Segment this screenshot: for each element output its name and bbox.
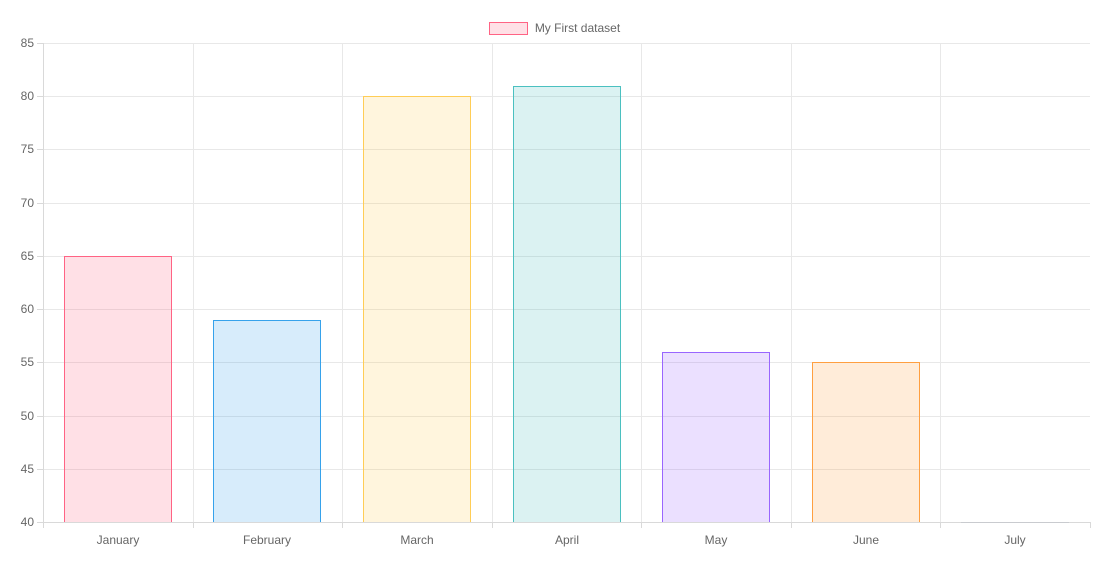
y-axis-tick [37, 522, 43, 523]
legend-swatch [488, 21, 528, 35]
y-axis-tick [37, 149, 43, 150]
y-axis-line [43, 43, 44, 528]
bar-june[interactable] [812, 362, 920, 522]
x-axis-line [43, 522, 1090, 523]
y-tick-label: 65 [20, 249, 34, 263]
x-gridline [641, 43, 642, 522]
x-axis-tick [641, 522, 642, 528]
x-gridline [193, 43, 194, 522]
bar-july[interactable] [961, 522, 1069, 523]
x-tick-label-march: March [400, 533, 434, 547]
y-tick-label: 85 [20, 36, 34, 50]
y-axis-tick [37, 203, 43, 204]
y-tick-label: 80 [20, 89, 34, 103]
x-tick-label-january: January [96, 533, 140, 547]
x-tick-label-april: April [554, 533, 579, 547]
y-axis-tick [37, 416, 43, 417]
x-gridline [492, 43, 493, 522]
x-axis-tick [1090, 522, 1091, 528]
y-gridline [43, 469, 1090, 470]
y-tick-label: 45 [20, 462, 34, 476]
bar-may[interactable] [662, 352, 770, 522]
x-gridline [791, 43, 792, 522]
x-gridline [940, 43, 941, 522]
y-tick-label: 40 [20, 515, 34, 529]
y-axis-tick [37, 43, 43, 44]
y-tick-label: 70 [20, 196, 34, 210]
x-axis-tick [791, 522, 792, 528]
bar-february[interactable] [213, 320, 321, 522]
x-axis-tick [193, 522, 194, 528]
x-gridline [342, 43, 343, 522]
x-axis-tick [492, 522, 493, 528]
x-tick-label-february: February [242, 533, 292, 547]
x-axis-tick [940, 522, 941, 528]
y-gridline [43, 362, 1090, 363]
y-tick-label: 55 [20, 355, 34, 369]
legend-label: My First dataset [534, 21, 621, 35]
y-axis-tick [37, 309, 43, 310]
y-axis-tick [37, 469, 43, 470]
y-axis-tick [37, 362, 43, 363]
legend-item-my-first-dataset[interactable]: My First dataset [488, 21, 621, 35]
bar-january[interactable] [64, 256, 172, 522]
bar-april[interactable] [513, 86, 621, 522]
y-gridline [43, 96, 1090, 97]
y-gridline [43, 149, 1090, 150]
x-tick-label-may: May [704, 533, 728, 547]
x-tick-label-july: July [1004, 533, 1026, 547]
y-gridline [43, 203, 1090, 204]
y-tick-label: 50 [20, 409, 34, 423]
y-gridline [43, 256, 1090, 257]
y-gridline [43, 43, 1090, 44]
bar-march[interactable] [363, 96, 471, 522]
legend: My First dataset [0, 20, 1109, 36]
y-tick-label: 75 [20, 142, 34, 156]
y-axis-tick [37, 256, 43, 257]
y-tick-label: 60 [20, 302, 34, 316]
y-gridline [43, 309, 1090, 310]
y-gridline [43, 416, 1090, 417]
y-axis-tick [37, 96, 43, 97]
x-axis-tick [342, 522, 343, 528]
x-tick-label-june: June [852, 533, 880, 547]
